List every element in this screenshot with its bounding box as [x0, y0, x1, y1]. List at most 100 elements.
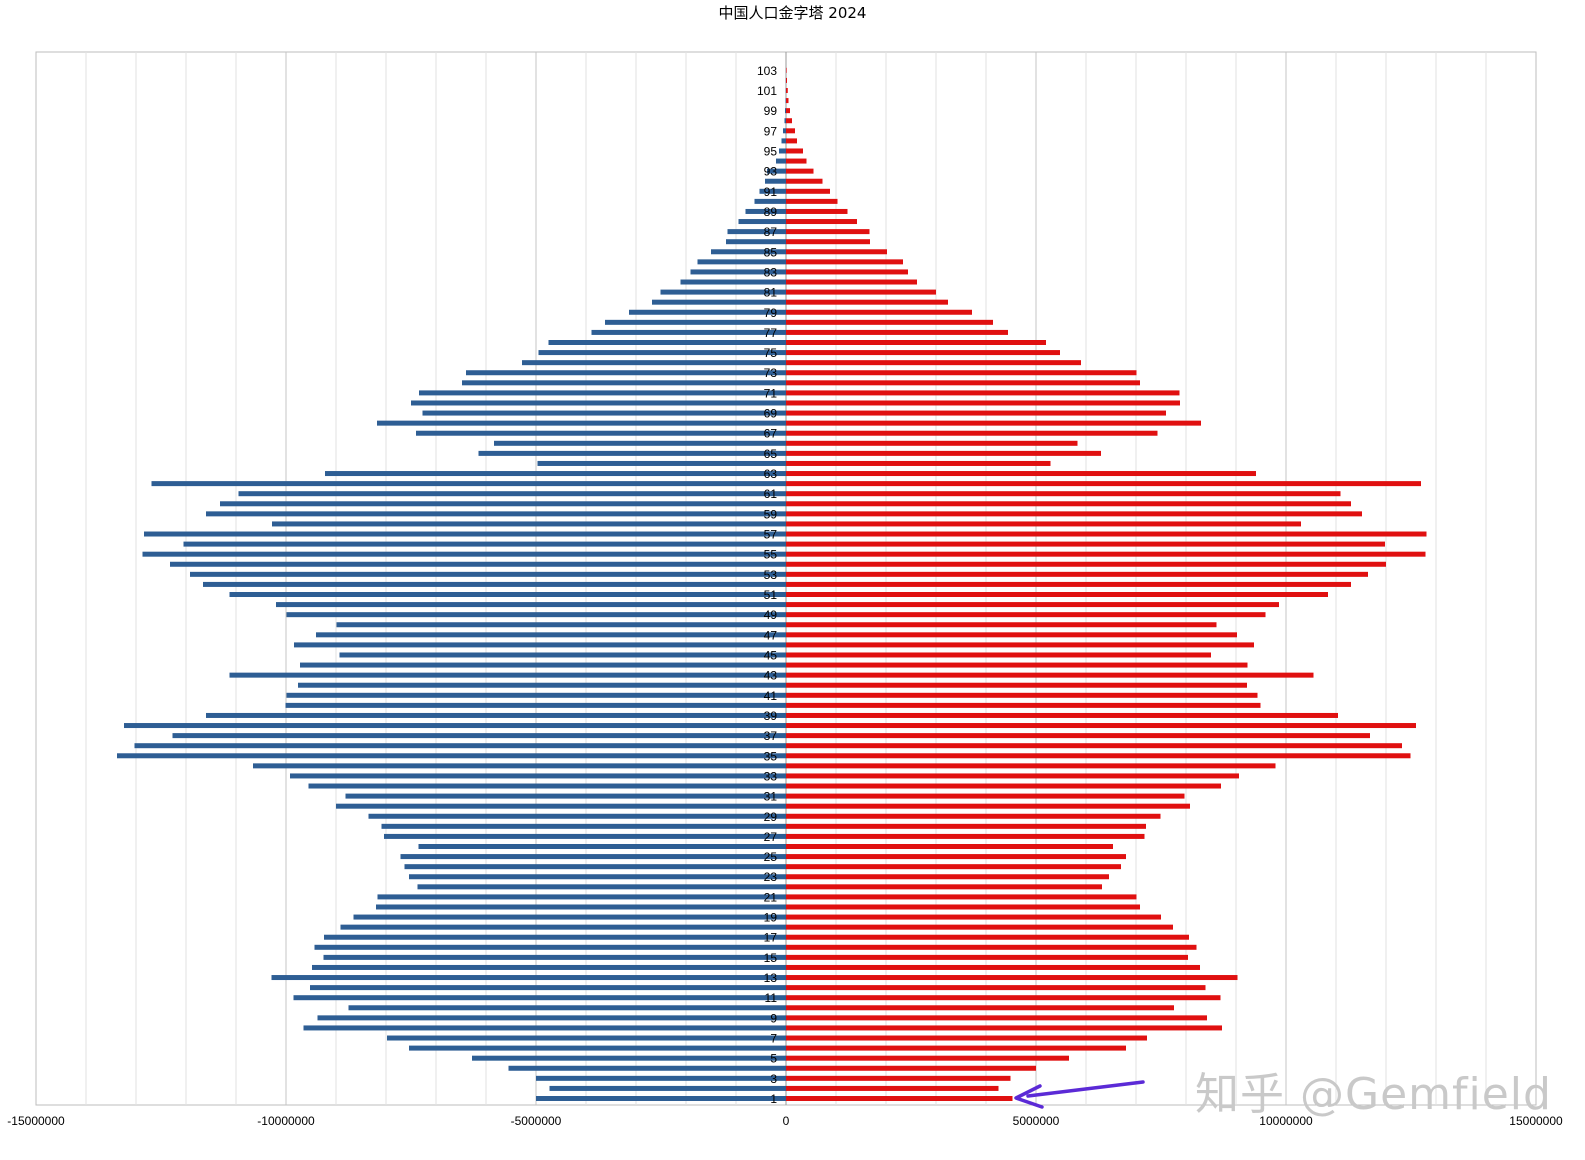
age-label-23: 23 [764, 870, 778, 884]
bar-right-age-24 [786, 864, 1121, 870]
bar-right-age-47 [786, 632, 1237, 638]
bar-right-age-42 [786, 682, 1247, 688]
x-tick-label: -10000000 [257, 1114, 315, 1128]
x-tick-label: -5000000 [511, 1114, 562, 1128]
bar-left-age-25 [400, 854, 786, 860]
bar-right-age-98 [786, 118, 792, 124]
bar-right-age-40 [786, 702, 1261, 708]
bar-left-age-46 [294, 642, 786, 648]
bar-right-age-16 [786, 944, 1197, 950]
bar-right-age-14 [786, 964, 1200, 970]
bar-right-age-99 [786, 108, 790, 114]
bar-left-age-60 [220, 501, 786, 507]
bar-left-age-37 [172, 733, 786, 739]
age-label-31: 31 [764, 790, 778, 804]
bar-left-age-35 [117, 753, 786, 759]
age-label-27: 27 [764, 830, 778, 844]
bar-left-age-68 [377, 420, 786, 426]
bar-right-age-45 [786, 652, 1211, 658]
bar-right-age-89 [786, 208, 848, 214]
bar-left-age-11 [293, 995, 786, 1001]
bar-right-age-23 [786, 874, 1109, 880]
bar-left-age-69 [422, 410, 786, 416]
bar-left-age-91 [759, 188, 786, 194]
bar-right-age-19 [786, 914, 1161, 920]
bar-right-age-46 [786, 642, 1254, 648]
bar-right-age-36 [786, 743, 1402, 749]
bar-right-age-58 [786, 521, 1301, 527]
bar-right-age-76 [786, 340, 1046, 345]
bar-left-age-48 [336, 622, 786, 628]
bar-left-age-34 [253, 763, 786, 769]
bar-left-age-44 [300, 662, 786, 668]
bar-right-age-69 [786, 410, 1166, 416]
bar-right-age-67 [786, 430, 1158, 436]
age-label-39: 39 [764, 709, 778, 723]
bar-left-age-51 [229, 592, 786, 597]
bar-left-age-56 [183, 541, 786, 547]
bars [117, 67, 1427, 1101]
age-label-103: 103 [757, 64, 777, 78]
bar-right-age-75 [786, 350, 1060, 356]
age-label-89: 89 [764, 205, 778, 219]
bar-left-age-70 [411, 400, 786, 406]
bar-left-age-33 [290, 773, 786, 779]
bar-left-age-55 [142, 551, 786, 557]
bar-left-age-67 [416, 430, 786, 436]
age-label-9: 9 [770, 1011, 777, 1025]
bar-left-age-75 [538, 350, 786, 356]
bar-right-age-52 [786, 581, 1351, 587]
bar-left-age-16 [314, 944, 786, 950]
bar-right-age-32 [786, 783, 1221, 789]
bar-left-age-96 [781, 138, 786, 144]
bar-right-age-49 [786, 612, 1266, 618]
age-label-43: 43 [764, 669, 778, 683]
bar-left-age-7 [387, 1035, 786, 1041]
annotation-arrow-shaft [1026, 1080, 1145, 1098]
age-label-59: 59 [764, 507, 778, 521]
bar-left-age-36 [134, 743, 786, 749]
bar-right-age-30 [786, 803, 1190, 809]
bar-left-age-10 [348, 1005, 786, 1011]
age-label-91: 91 [764, 185, 778, 199]
bar-left-age-40 [285, 702, 786, 708]
bar-left-age-89 [745, 208, 786, 214]
bar-left-age-74 [522, 360, 786, 366]
bar-right-age-97 [786, 128, 795, 134]
age-label-57: 57 [764, 528, 778, 542]
bar-left-age-49 [286, 612, 786, 618]
age-label-21: 21 [764, 890, 778, 904]
bar-left-age-93 [767, 168, 786, 174]
bar-left-age-39 [206, 712, 786, 718]
bar-right-age-88 [786, 219, 857, 225]
bar-right-age-48 [786, 622, 1217, 628]
bar-left-age-5 [472, 1055, 786, 1061]
bar-left-age-82 [680, 279, 786, 285]
x-tick-label: 0 [783, 1114, 790, 1128]
bar-left-age-95 [779, 148, 786, 154]
bar-right-age-12 [786, 985, 1206, 991]
bar-left-age-4 [508, 1065, 786, 1071]
bar-left-age-50 [276, 602, 786, 608]
bar-left-age-6 [409, 1045, 786, 1051]
bar-left-age-9 [317, 1015, 786, 1021]
bar-left-age-84 [697, 259, 786, 265]
arrow-annotation [1014, 1080, 1145, 1109]
bar-right-age-78 [786, 319, 993, 325]
age-label-85: 85 [764, 245, 778, 259]
bar-left-age-1 [536, 1096, 786, 1101]
bar-right-age-59 [786, 511, 1362, 517]
bar-right-age-83 [786, 269, 908, 275]
age-label-61: 61 [764, 487, 778, 501]
bar-right-age-90 [786, 198, 838, 204]
bar-left-age-58 [272, 521, 786, 527]
bar-right-age-27 [786, 833, 1145, 839]
bar-left-age-83 [690, 269, 786, 275]
annotation-arrowhead [1014, 1084, 1044, 1109]
bar-right-age-51 [786, 592, 1328, 597]
bar-left-age-64 [537, 460, 786, 466]
bar-right-age-1 [786, 1096, 1013, 1101]
bar-left-age-88 [738, 219, 786, 225]
age-label-3: 3 [770, 1072, 777, 1086]
